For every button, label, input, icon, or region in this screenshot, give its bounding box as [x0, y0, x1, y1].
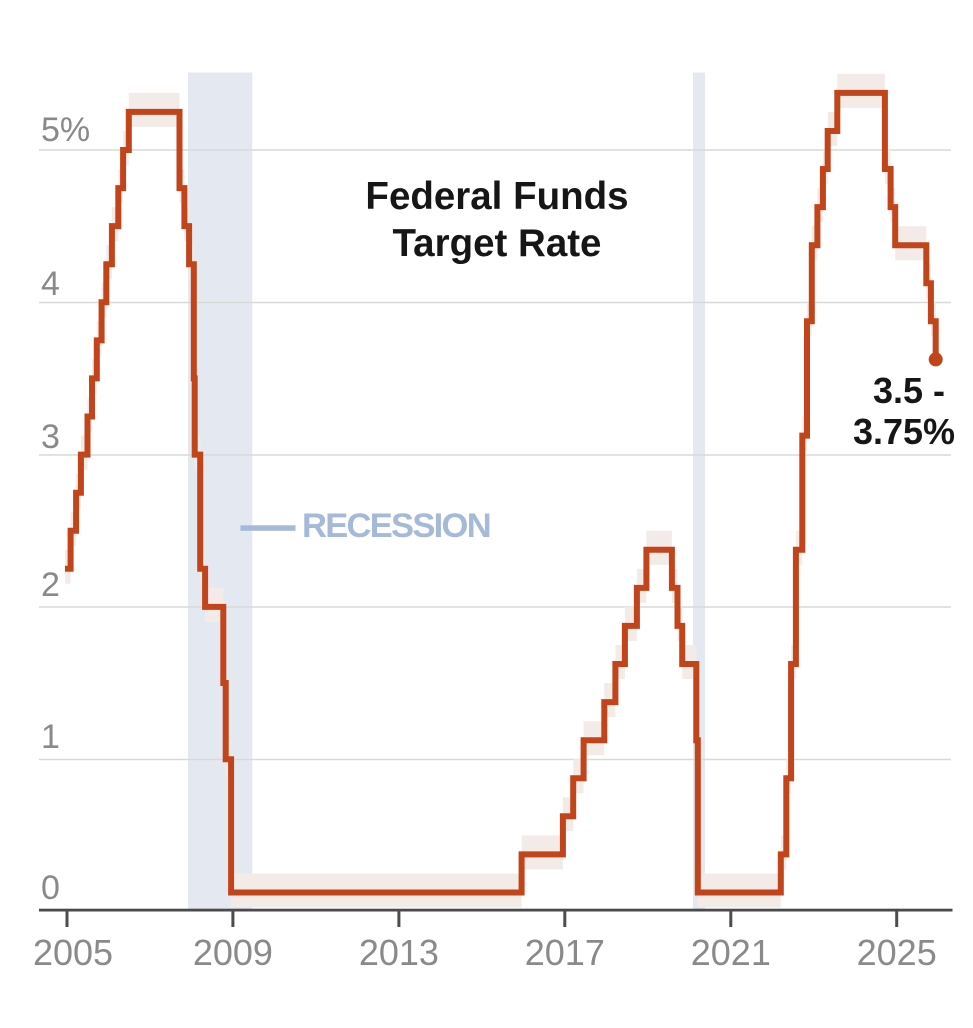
- svg-text:2009: 2009: [193, 932, 273, 973]
- svg-text:Federal Funds: Federal Funds: [365, 175, 628, 218]
- svg-text:4: 4: [41, 265, 60, 303]
- svg-text:3.5 -: 3.5 -: [873, 370, 945, 411]
- svg-text:1: 1: [41, 718, 60, 756]
- svg-text:0: 0: [41, 869, 60, 907]
- svg-text:3.75%: 3.75%: [853, 411, 955, 452]
- svg-text:2025: 2025: [857, 932, 937, 973]
- svg-text:Target Rate: Target Rate: [393, 222, 602, 265]
- svg-text:2: 2: [41, 566, 60, 604]
- svg-text:5%: 5%: [41, 111, 90, 149]
- svg-text:RECESSION: RECESSION: [302, 507, 490, 545]
- svg-text:2021: 2021: [691, 932, 771, 973]
- svg-text:2005: 2005: [33, 932, 113, 973]
- svg-text:3: 3: [41, 418, 60, 456]
- svg-text:2013: 2013: [359, 932, 439, 973]
- svg-text:2017: 2017: [525, 932, 605, 973]
